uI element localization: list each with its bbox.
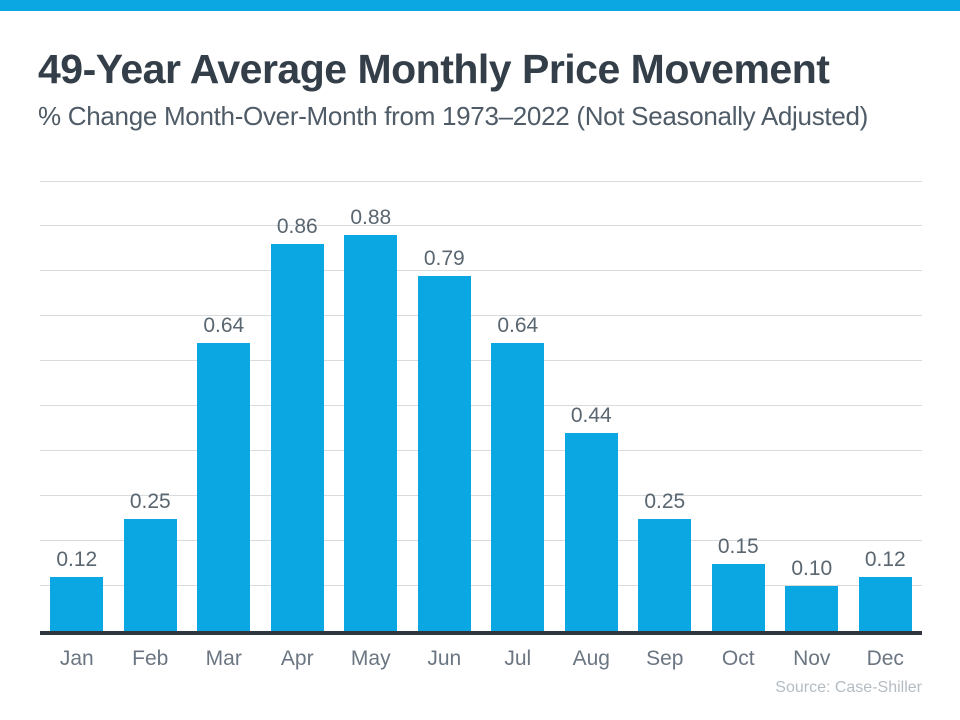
x-tick-label: Apr xyxy=(280,647,314,670)
gridline xyxy=(40,450,922,451)
bar-value-label: 0.25 xyxy=(644,489,686,513)
x-tick-label: Jul xyxy=(504,647,532,670)
bar-slot-mar: 0.64 xyxy=(187,181,261,631)
x-tick-label: Feb xyxy=(132,647,169,670)
page-title: 49-Year Average Monthly Price Movement xyxy=(38,46,830,92)
bar-slot-jun: 0.79 xyxy=(408,181,482,631)
bar-value-label: 0.12 xyxy=(864,548,906,571)
x-tick-label: May xyxy=(350,647,391,670)
bar-slot-oct: 0.15 xyxy=(702,181,776,631)
bar-feb xyxy=(123,518,177,631)
bar-sep xyxy=(638,518,692,631)
bar-slot-sep: 0.25 xyxy=(628,181,702,631)
bar-oct xyxy=(711,563,765,631)
bar-value-label: 0.15 xyxy=(717,534,759,558)
gridline xyxy=(40,225,922,226)
bar-slot-may: 0.88 xyxy=(334,181,408,631)
bar-aug xyxy=(564,433,618,631)
gridline xyxy=(40,540,922,541)
bar-slot-aug: 0.44 xyxy=(555,181,629,631)
gridline xyxy=(40,495,922,496)
top-accent-bar xyxy=(0,0,960,11)
x-tick-label: Nov xyxy=(793,647,831,670)
gridline xyxy=(40,585,922,586)
bar-jun xyxy=(417,275,471,631)
bar-slot-apr: 0.86 xyxy=(261,181,335,631)
bar-slot-feb: 0.25 xyxy=(114,181,188,631)
x-axis-labels: Jan Feb Mar Apr May Jun Jul Aug Sep Oct Nov Dec xyxy=(40,635,922,669)
plot-area: 0.12 0.25 0.64 0.86 0.88 0.79 0.64 0.44 0.25 0.15… xyxy=(40,181,922,635)
gridline xyxy=(40,181,922,182)
x-tick-label: Dec xyxy=(866,647,904,670)
x-tick-label: Sep xyxy=(646,647,684,670)
bar-value-label: 0.86 xyxy=(276,215,318,238)
bar-value-label: 0.64 xyxy=(497,314,539,337)
bar-nov xyxy=(785,586,839,631)
x-tick-label: Jun xyxy=(427,647,462,670)
bar-value-label: 0.12 xyxy=(56,548,98,571)
gridline xyxy=(40,360,922,361)
source-note: Source: Case-Shiller xyxy=(775,679,922,696)
bar-jan xyxy=(50,577,104,631)
x-tick-label: Jan xyxy=(59,647,94,670)
bar-slot-jan: 0.12 xyxy=(40,181,114,631)
x-tick-label: Oct xyxy=(721,647,755,670)
gridline xyxy=(40,270,922,271)
bar-value-label: 0.88 xyxy=(350,206,392,229)
bars-container: 0.12 0.25 0.64 0.86 0.88 0.79 0.64 0.44 0.25 0.15… xyxy=(40,181,922,631)
gridline xyxy=(40,315,922,316)
page-subtitle: % Change Month-Over-Month from 1973–2022… xyxy=(38,101,868,131)
bar-slot-nov: 0.10 xyxy=(775,181,849,631)
bar-value-label: 0.64 xyxy=(203,314,245,337)
bar-value-label: 0.25 xyxy=(129,489,171,513)
bar-value-label: 0.44 xyxy=(570,404,612,427)
x-tick-label: Mar xyxy=(205,647,242,670)
bar-chart: 0.12 0.25 0.64 0.86 0.88 0.79 0.64 0.44 0.25 0.15… xyxy=(40,181,922,705)
bar-apr xyxy=(270,244,324,631)
bar-slot-jul: 0.64 xyxy=(481,181,555,631)
bar-dec xyxy=(858,577,912,631)
bar-value-label: 0.10 xyxy=(791,557,833,580)
bar-jul xyxy=(491,343,545,631)
x-tick-label: Aug xyxy=(572,647,610,670)
gridline xyxy=(40,405,922,406)
bar-may xyxy=(344,235,398,631)
bar-mar xyxy=(197,343,251,631)
bar-value-label: 0.79 xyxy=(423,246,465,270)
bar-slot-dec: 0.12 xyxy=(849,181,923,631)
